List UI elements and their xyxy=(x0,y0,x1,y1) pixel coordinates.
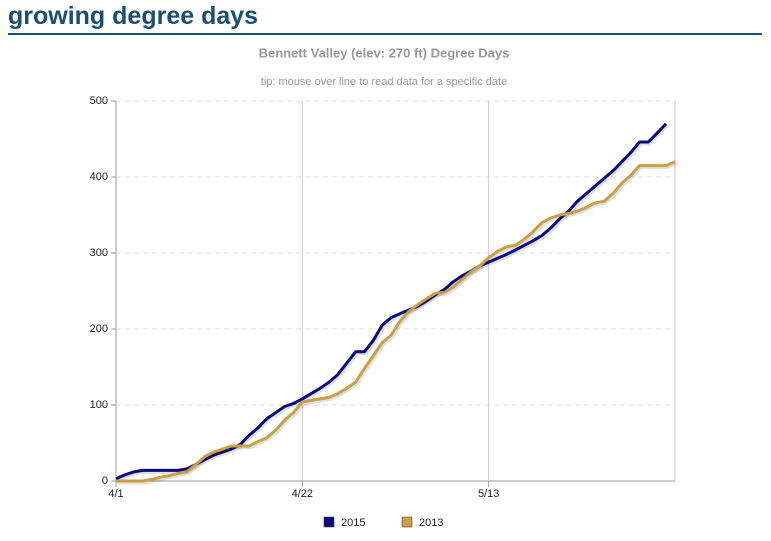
series-line xyxy=(115,122,668,481)
y-tick-label: 100 xyxy=(90,399,108,411)
page-title: growing degree days xyxy=(8,2,259,30)
y-tick-label: 400 xyxy=(90,171,108,183)
series-line xyxy=(116,160,676,483)
x-tick-label: 4/1 xyxy=(108,488,123,500)
x-tick-label: 5/13 xyxy=(478,488,499,500)
line-shadow xyxy=(117,160,677,485)
legend-swatch xyxy=(401,516,413,528)
y-tick-label: 500 xyxy=(90,95,108,107)
header-rule xyxy=(8,33,762,35)
chart-subtitle: tip: mouse over line to read data for a … xyxy=(261,76,507,88)
legend-swatch xyxy=(323,516,335,528)
legend-label: 2015 xyxy=(341,517,365,529)
legend-label: 2013 xyxy=(419,517,443,529)
chart-title: Bennett Valley (elev: 270 ft) Degree Day… xyxy=(259,45,510,60)
y-tick-label: 0 xyxy=(102,475,108,487)
y-tick-label: 200 xyxy=(90,323,108,335)
y-tick-label: 300 xyxy=(90,247,108,259)
x-tick-label: 4/22 xyxy=(292,488,313,500)
line-shadow xyxy=(116,123,669,482)
